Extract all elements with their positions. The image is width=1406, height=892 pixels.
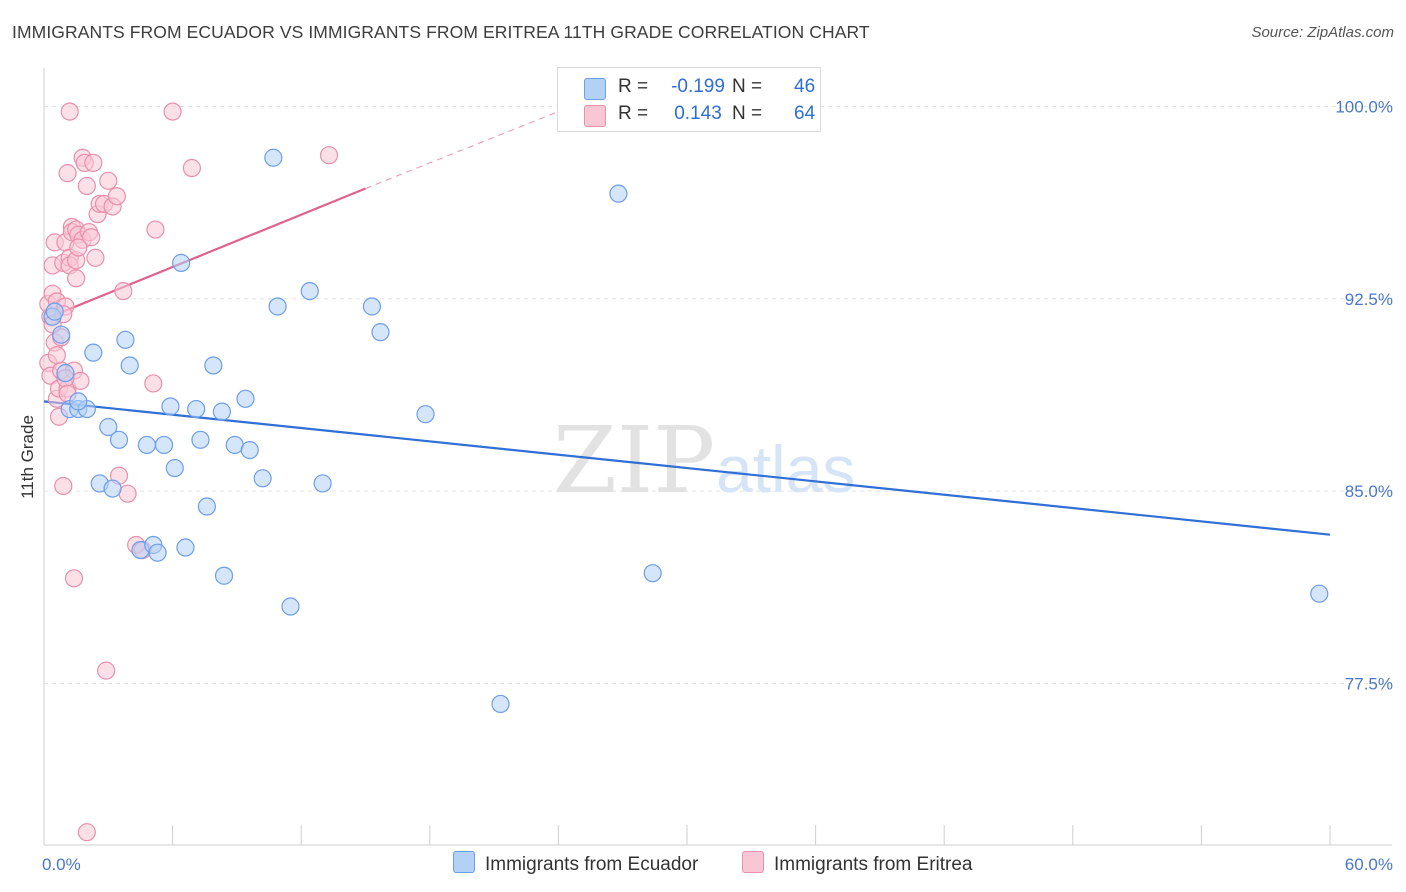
- n-label: N =: [732, 103, 763, 124]
- r-value: 0.143: [674, 103, 722, 124]
- axes: [43, 68, 1392, 846]
- eritrea-point: [84, 153, 103, 172]
- eritrea-point: [86, 248, 105, 267]
- ecuador-trend-line: [43, 400, 1331, 536]
- y-tick-label: 100.0%: [1335, 97, 1393, 116]
- ecuador-point: [109, 430, 129, 449]
- ecuador-point: [416, 405, 435, 424]
- eritrea-point: [182, 158, 201, 178]
- eritrea-point: [67, 269, 86, 288]
- legend-swatch-ecuador: [584, 78, 606, 100]
- ecuador-point: [253, 469, 272, 488]
- ecuador-point: [643, 564, 662, 583]
- eritrea-point: [69, 238, 88, 257]
- ecuador-point: [371, 323, 390, 342]
- ecuador-point: [191, 430, 210, 449]
- ecuador-point: [1310, 584, 1329, 603]
- ecuador-point: [300, 281, 319, 301]
- y-tick-label: 92.5%: [1345, 290, 1393, 309]
- ecuador-point: [236, 389, 255, 408]
- ecuador-point: [154, 435, 174, 455]
- eritrea-point: [146, 220, 165, 239]
- ecuador-point: [362, 297, 382, 316]
- eritrea-point: [99, 171, 118, 190]
- n-value: 46: [794, 76, 816, 97]
- ecuador-point: [281, 597, 300, 616]
- eritrea-point: [77, 176, 96, 196]
- ecuador-point: [240, 440, 259, 460]
- eritrea-point: [64, 569, 84, 588]
- eritrea-point: [107, 187, 126, 206]
- watermark-zip: ZIP: [553, 407, 715, 514]
- source-label: Source: ZipAtlas.com: [1251, 24, 1394, 41]
- y-tick-label: 85.0%: [1345, 482, 1393, 501]
- r-value: -0.199: [671, 76, 725, 97]
- eritrea-point: [60, 102, 79, 121]
- watermark-atlas: atlas: [716, 432, 855, 506]
- ecuador-point: [84, 343, 103, 362]
- y-axis-title: 11th Grade: [18, 415, 37, 499]
- eritrea-point: [47, 346, 66, 365]
- legend-swatch-eritrea: [584, 105, 606, 127]
- eritrea-point: [82, 228, 101, 247]
- watermark: ZIP atlas: [553, 407, 855, 514]
- ecuador-point: [137, 435, 156, 455]
- eritrea-point: [97, 661, 116, 680]
- ecuador-point: [264, 148, 283, 167]
- ecuador-point: [148, 543, 167, 562]
- data-points: [39, 102, 1329, 842]
- eritrea-point: [58, 164, 77, 183]
- chart-title: IMMIGRANTS FROM ECUADOR VS IMMIGRANTS FR…: [12, 22, 870, 42]
- ecuador-point: [197, 497, 216, 516]
- r-label: R =: [618, 103, 649, 124]
- r-label: R =: [618, 76, 649, 97]
- ecuador-point: [45, 302, 64, 321]
- ecuador-point: [99, 417, 118, 437]
- x-tick-label: 0.0%: [42, 855, 81, 874]
- eritrea-point: [77, 823, 96, 842]
- ecuador-point: [176, 538, 195, 557]
- bottom-legend-label: Immigrants from Eritrea: [774, 854, 973, 875]
- n-value: 64: [794, 103, 816, 124]
- stats-legend: R = -0.199 N = 46 R = 0.143 N = 64: [557, 67, 821, 132]
- bottom-legend-eritrea: Immigrants from Eritrea: [742, 851, 972, 876]
- ecuador-point: [491, 694, 510, 714]
- n-label: N =: [732, 76, 763, 97]
- ecuador-point: [172, 253, 191, 272]
- eritrea-point: [114, 281, 133, 301]
- tick-labels: 100.0% 92.5% 85.0% 77.5% 0.0% 60.0%: [42, 97, 1393, 874]
- ecuador-point: [165, 458, 184, 478]
- ecuador-point: [268, 297, 287, 316]
- eritrea-point: [319, 146, 339, 165]
- eritrea-point: [71, 371, 90, 390]
- bottom-legend-ecuador: Immigrants from Ecuador: [453, 851, 698, 876]
- eritrea-trend-line: [43, 187, 366, 321]
- ecuador-point: [116, 330, 135, 349]
- ecuador-point: [103, 479, 122, 498]
- ecuador-point: [69, 392, 88, 411]
- y-tick-label: 77.5%: [1345, 674, 1393, 693]
- bottom-swatch-eritrea: [742, 851, 764, 873]
- eritrea-point: [144, 374, 163, 393]
- ecuador-point: [161, 397, 180, 416]
- ecuador-point: [52, 325, 71, 344]
- ecuador-point: [120, 356, 139, 375]
- bottom-swatch-ecuador: [453, 851, 475, 873]
- ecuador-point: [214, 566, 234, 585]
- ecuador-point: [56, 364, 75, 383]
- eritrea-point: [54, 476, 73, 496]
- ecuador-point: [212, 402, 231, 421]
- trend-lines: [43, 111, 1331, 536]
- eritrea-point: [163, 102, 182, 121]
- ecuador-point: [313, 474, 332, 493]
- ecuador-point: [187, 399, 206, 419]
- ecuador-point: [204, 356, 223, 375]
- ecuador-point: [609, 184, 628, 203]
- x-tick-label: 60.0%: [1345, 855, 1393, 874]
- eritrea-trend-extension: [365, 111, 559, 190]
- bottom-legend-label: Immigrants from Ecuador: [485, 854, 699, 875]
